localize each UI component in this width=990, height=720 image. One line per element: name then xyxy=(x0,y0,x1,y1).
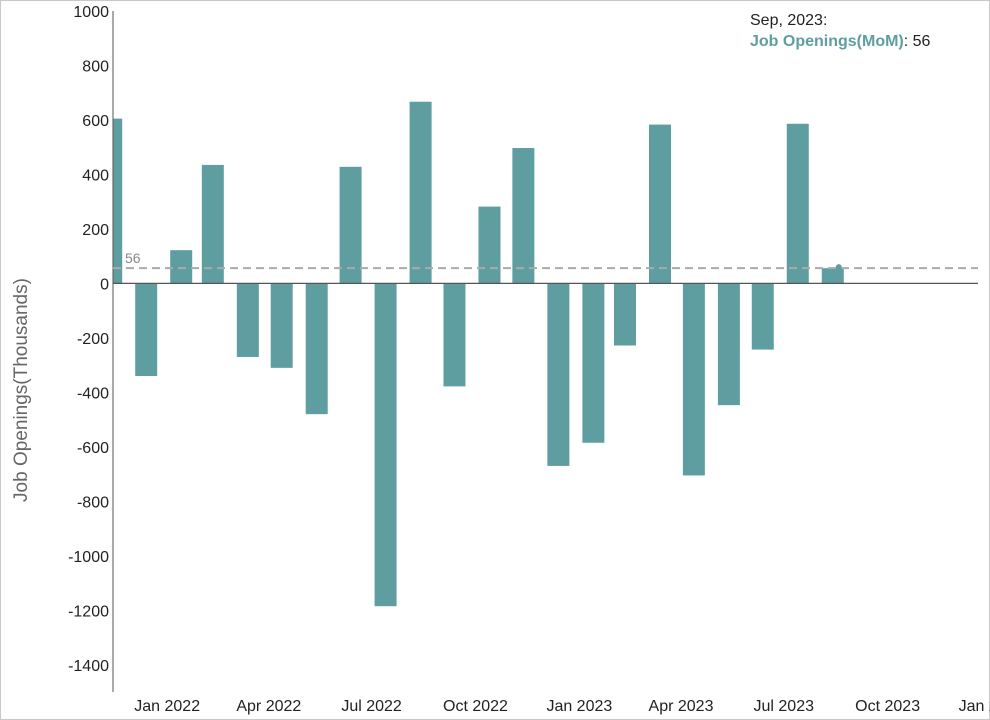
bar[interactable] xyxy=(135,283,158,377)
x-tick-label: Apr 2023 xyxy=(649,698,714,715)
tooltip-line: Job Openings(MoM): 56 xyxy=(750,33,931,50)
x-axis-ticks: Jan 2022 Apr 2022 Jul 2022 Oct 2022 Jan 2023… xyxy=(134,698,990,715)
y-axis-ticks: 1000 800 600 400 200 0 -200 -400 -600 -800 -1000 -1… xyxy=(68,4,109,675)
hover-point-marker xyxy=(835,264,842,271)
y-tick-label: -1200 xyxy=(68,603,109,620)
bar[interactable] xyxy=(751,283,774,350)
bar[interactable] xyxy=(170,250,193,284)
bar[interactable] xyxy=(201,164,224,284)
bar[interactable] xyxy=(613,283,636,346)
y-tick-label: 200 xyxy=(82,222,109,239)
tooltip: Sep, 2023: Job Openings(MoM): 56 xyxy=(750,12,931,50)
y-tick-label: 0 xyxy=(100,276,109,293)
x-tick-label: Jul 2022 xyxy=(341,698,402,715)
y-axis-label: Job Openings(Thousands) xyxy=(11,278,32,502)
x-tick-label: Jan 2023 xyxy=(546,698,612,715)
bar[interactable] xyxy=(786,123,809,284)
x-tick-label: Oct 2022 xyxy=(443,698,508,715)
bar-series xyxy=(113,101,844,607)
bar[interactable] xyxy=(682,283,705,476)
y-tick-label: -1400 xyxy=(68,658,109,675)
tooltip-series-name: Job Openings(MoM) xyxy=(750,33,904,50)
y-tick-label: -200 xyxy=(77,331,109,348)
reference-line-label: 56 xyxy=(125,250,141,266)
y-tick-label: 800 xyxy=(82,58,109,75)
y-tick-label: -400 xyxy=(77,385,109,402)
x-tick-label: Oct 2023 xyxy=(855,698,920,715)
y-tick-label: 1000 xyxy=(73,4,109,21)
bar[interactable] xyxy=(649,124,672,284)
tooltip-value: 56 xyxy=(913,33,931,50)
x-tick-label: Apr 2022 xyxy=(236,698,301,715)
bar[interactable] xyxy=(374,283,397,607)
x-tick-label: Jan 2022 xyxy=(134,698,200,715)
bar[interactable] xyxy=(512,148,535,284)
bar[interactable] xyxy=(547,283,570,466)
bar[interactable] xyxy=(821,268,844,284)
bar[interactable] xyxy=(113,118,123,284)
bar[interactable] xyxy=(409,101,432,284)
y-tick-label: -1000 xyxy=(68,549,109,566)
tooltip-colon: : xyxy=(904,33,913,50)
bar[interactable] xyxy=(236,283,259,357)
x-tick-label: Jul 2023 xyxy=(754,698,815,715)
x-tick-label: Jan 2024 xyxy=(959,698,990,715)
bar[interactable] xyxy=(305,283,328,415)
bar[interactable] xyxy=(270,283,293,368)
bar[interactable] xyxy=(443,283,466,387)
bar[interactable] xyxy=(478,206,501,284)
tooltip-date: Sep, 2023: xyxy=(750,12,827,29)
y-tick-label: -800 xyxy=(77,494,109,511)
bar[interactable] xyxy=(339,166,362,284)
y-tick-label: -600 xyxy=(77,440,109,457)
y-tick-label: 600 xyxy=(82,113,109,130)
y-tick-label: 400 xyxy=(82,167,109,184)
bar[interactable] xyxy=(582,283,605,443)
bar[interactable] xyxy=(717,283,740,406)
